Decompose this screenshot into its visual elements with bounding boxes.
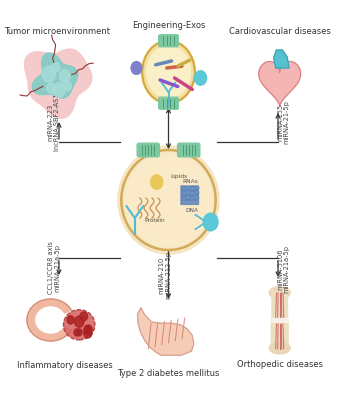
Text: miRNA-210: miRNA-210 bbox=[158, 256, 164, 294]
Polygon shape bbox=[137, 308, 194, 355]
Circle shape bbox=[59, 70, 70, 82]
Text: Protein: Protein bbox=[145, 218, 165, 223]
FancyBboxPatch shape bbox=[271, 319, 288, 350]
Circle shape bbox=[194, 71, 207, 85]
Circle shape bbox=[142, 40, 195, 104]
Text: miRNA-212-5p: miRNA-212-5p bbox=[165, 251, 172, 299]
Text: Engineering-Exos: Engineering-Exos bbox=[132, 21, 205, 30]
Polygon shape bbox=[271, 318, 288, 322]
Text: Orthopedic diseases: Orthopedic diseases bbox=[237, 360, 323, 369]
Circle shape bbox=[52, 62, 60, 72]
Text: Cardiovascular diseases: Cardiovascular diseases bbox=[229, 27, 331, 36]
Text: RNAs: RNAs bbox=[183, 180, 198, 184]
Polygon shape bbox=[25, 49, 92, 118]
Circle shape bbox=[63, 81, 71, 91]
FancyBboxPatch shape bbox=[137, 143, 159, 157]
Circle shape bbox=[147, 46, 190, 98]
Ellipse shape bbox=[125, 154, 212, 246]
Text: miRNA-21a-5p: miRNA-21a-5p bbox=[54, 244, 60, 292]
Text: miRNA-21-5p: miRNA-21-5p bbox=[283, 100, 289, 144]
FancyBboxPatch shape bbox=[159, 97, 178, 109]
Circle shape bbox=[47, 83, 56, 93]
Text: Lipids: Lipids bbox=[170, 174, 187, 179]
Circle shape bbox=[85, 325, 92, 334]
Circle shape bbox=[74, 316, 84, 327]
FancyBboxPatch shape bbox=[159, 35, 178, 47]
FancyBboxPatch shape bbox=[178, 143, 200, 157]
Circle shape bbox=[84, 326, 91, 334]
FancyBboxPatch shape bbox=[181, 191, 198, 195]
Text: Inflammatory diseases: Inflammatory diseases bbox=[17, 361, 113, 370]
Text: Type 2 diabetes mellitus: Type 2 diabetes mellitus bbox=[117, 369, 220, 378]
Circle shape bbox=[80, 312, 88, 321]
Ellipse shape bbox=[118, 146, 219, 254]
Ellipse shape bbox=[269, 342, 290, 354]
Ellipse shape bbox=[269, 287, 290, 299]
Circle shape bbox=[84, 328, 92, 338]
Text: miRNA-5106: miRNA-5106 bbox=[277, 248, 283, 290]
Text: miRNA-155: miRNA-155 bbox=[277, 103, 283, 141]
Circle shape bbox=[42, 66, 56, 82]
Polygon shape bbox=[32, 53, 78, 98]
Text: CCL1/CCR8 axis: CCL1/CCR8 axis bbox=[48, 242, 54, 294]
Ellipse shape bbox=[64, 310, 94, 339]
Text: miRNA-223: miRNA-223 bbox=[48, 104, 54, 141]
FancyBboxPatch shape bbox=[181, 196, 198, 200]
Circle shape bbox=[151, 175, 163, 189]
FancyBboxPatch shape bbox=[272, 291, 287, 319]
Circle shape bbox=[131, 62, 142, 74]
Polygon shape bbox=[259, 62, 301, 106]
Text: miRNA-21a-5p: miRNA-21a-5p bbox=[283, 245, 289, 293]
Circle shape bbox=[203, 213, 218, 231]
Circle shape bbox=[53, 83, 65, 97]
Text: Tumor microenvironment: Tumor microenvironment bbox=[4, 27, 110, 36]
Polygon shape bbox=[27, 299, 71, 341]
FancyBboxPatch shape bbox=[181, 186, 198, 190]
Circle shape bbox=[67, 316, 74, 324]
Polygon shape bbox=[274, 50, 289, 68]
Text: DNA: DNA bbox=[185, 208, 198, 212]
Circle shape bbox=[76, 329, 82, 336]
Text: lncRNA SBF2-AS1: lncRNA SBF2-AS1 bbox=[54, 94, 60, 151]
Circle shape bbox=[74, 329, 80, 336]
FancyBboxPatch shape bbox=[181, 200, 198, 204]
